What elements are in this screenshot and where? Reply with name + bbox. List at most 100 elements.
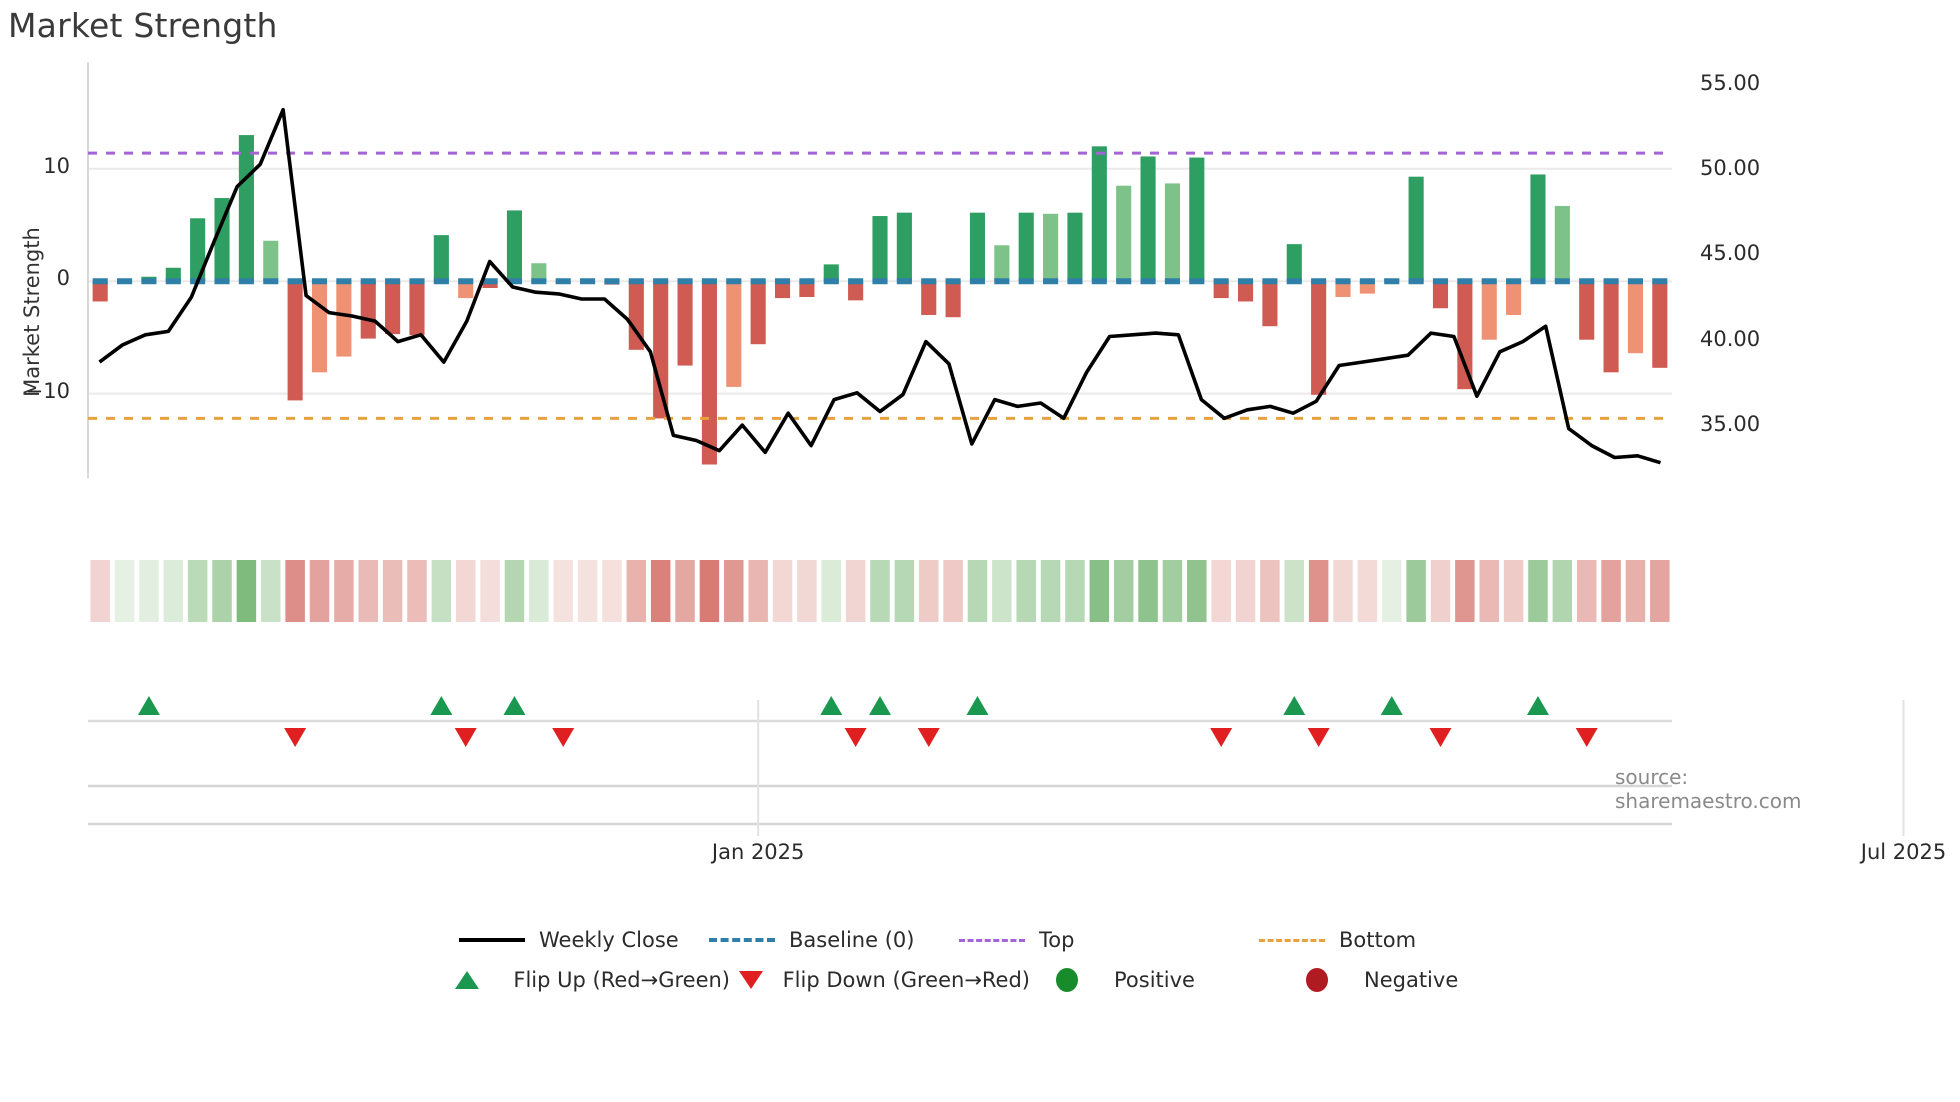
bar bbox=[433, 235, 449, 282]
bar bbox=[1579, 281, 1595, 340]
heatmap-cell bbox=[1479, 560, 1499, 622]
legend-glyph bbox=[1056, 968, 1078, 992]
baseline-segment bbox=[628, 278, 644, 285]
heatmap-cell bbox=[1138, 560, 1158, 622]
legend-item-line-dotted-orange[interactable]: Bottom bbox=[1255, 920, 1505, 960]
heatmap-cell bbox=[1601, 560, 1621, 622]
baseline-segment bbox=[677, 278, 693, 285]
y-tick-left: 0 bbox=[56, 266, 70, 291]
baseline-segment bbox=[1116, 278, 1132, 285]
flip-down-marker bbox=[454, 728, 477, 747]
legend-item-circle-green[interactable]: Positive bbox=[1030, 960, 1280, 1000]
bar bbox=[311, 281, 328, 373]
baseline-segment bbox=[1408, 278, 1424, 285]
bar bbox=[872, 216, 888, 282]
bar bbox=[238, 135, 254, 282]
baseline-segment bbox=[506, 278, 523, 285]
dotted-line-icon bbox=[1255, 938, 1329, 942]
bar bbox=[774, 281, 791, 299]
bar bbox=[1335, 281, 1351, 297]
page-title: Market Strength bbox=[8, 6, 278, 45]
bar bbox=[1311, 281, 1327, 395]
heatmap-cell bbox=[602, 560, 622, 622]
bar bbox=[458, 281, 474, 299]
dashed-line-icon bbox=[705, 938, 779, 942]
y-tick-left: 10 bbox=[43, 153, 70, 178]
baseline-segment bbox=[1506, 278, 1522, 285]
heatmap-cell bbox=[797, 560, 817, 622]
baseline-segment bbox=[287, 278, 303, 285]
flip-up-marker bbox=[869, 696, 891, 715]
heatmap-cell bbox=[1113, 560, 1134, 622]
heatmap-cell bbox=[626, 560, 647, 622]
heatmap-cell bbox=[1430, 560, 1451, 622]
flip-down-marker bbox=[1429, 728, 1452, 747]
legend-item-line-dashed-blue[interactable]: Baseline (0) bbox=[705, 920, 955, 960]
solid-line-icon bbox=[455, 938, 529, 942]
heatmap-cell bbox=[187, 560, 208, 622]
heatmap-cell bbox=[553, 560, 573, 622]
bar bbox=[969, 212, 986, 282]
bar bbox=[214, 198, 230, 282]
baseline-segment bbox=[165, 278, 181, 285]
bar bbox=[1359, 281, 1375, 294]
heatmap-cell bbox=[1211, 560, 1231, 622]
bar bbox=[1554, 205, 1570, 282]
heatmap-cell bbox=[285, 560, 305, 622]
heatmap-cell bbox=[529, 560, 549, 622]
baseline-segment bbox=[872, 278, 888, 285]
bar bbox=[1652, 281, 1668, 368]
baseline-segment bbox=[458, 278, 474, 285]
flip-up-marker bbox=[503, 696, 526, 715]
y-tick-right: 55.00 bbox=[1700, 70, 1761, 95]
bar bbox=[653, 281, 669, 419]
bar bbox=[726, 281, 742, 387]
heatmap-cell bbox=[1357, 560, 1378, 622]
baseline-segment bbox=[1627, 278, 1644, 285]
bar bbox=[336, 281, 352, 357]
flip-down-marker bbox=[1575, 728, 1598, 747]
bar bbox=[1627, 281, 1644, 354]
legend-item-circle-darkred[interactable]: Negative bbox=[1280, 960, 1530, 1000]
baseline-segment bbox=[774, 278, 791, 285]
legend-label: Top bbox=[1039, 928, 1075, 952]
heatmap-cell bbox=[772, 560, 793, 622]
heatmap-cell bbox=[675, 560, 695, 622]
legend-item-line-dotted-purple[interactable]: Top bbox=[955, 920, 1255, 960]
heatmap-cell bbox=[1016, 560, 1036, 622]
triangle-up-icon bbox=[430, 971, 503, 989]
legend-glyph bbox=[1259, 938, 1325, 942]
flip-up-marker bbox=[820, 696, 843, 715]
legend-glyph bbox=[959, 938, 1025, 942]
heatmap-cell bbox=[1308, 560, 1329, 622]
legend-item-triangle-up-green[interactable]: Flip Up (Red→Green) bbox=[430, 960, 730, 1000]
flip-up-marker bbox=[1380, 696, 1403, 715]
heatmap-cell bbox=[1235, 560, 1256, 622]
baseline-segment bbox=[799, 278, 815, 285]
heatmap-cell bbox=[334, 560, 354, 622]
heatmap-cell bbox=[431, 560, 452, 622]
heatmap-cell bbox=[650, 560, 671, 622]
heatmap-cell bbox=[577, 560, 598, 622]
legend-item-triangle-down-red[interactable]: Flip Down (Green→Red) bbox=[730, 960, 1030, 1000]
baseline-segment bbox=[238, 278, 254, 285]
y-tick-right: 45.00 bbox=[1700, 241, 1761, 266]
baseline-segment bbox=[1335, 278, 1351, 285]
bar bbox=[1603, 281, 1619, 373]
bar bbox=[896, 212, 912, 282]
flip-up-marker bbox=[1283, 696, 1306, 715]
baseline-segment bbox=[116, 278, 133, 285]
heatmap-cell bbox=[1406, 560, 1426, 622]
baseline-segment bbox=[1603, 278, 1619, 285]
heatmap-cell bbox=[309, 560, 330, 622]
baseline-segment bbox=[1140, 278, 1156, 285]
bar bbox=[482, 281, 498, 288]
heatmap-cell bbox=[139, 560, 159, 622]
baseline-segment bbox=[1384, 278, 1400, 285]
legend-item-line-solid-black[interactable]: Weekly Close bbox=[455, 920, 705, 960]
heatmap-cell bbox=[1284, 560, 1305, 622]
flip-down-marker bbox=[552, 728, 575, 747]
bar bbox=[1262, 281, 1278, 327]
baseline-segment bbox=[1481, 278, 1497, 285]
x-tick-label: Jul 2025 bbox=[1860, 840, 1947, 864]
